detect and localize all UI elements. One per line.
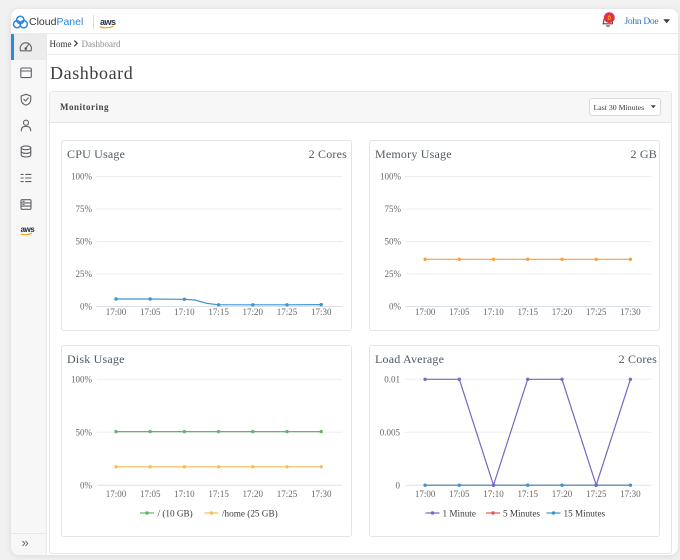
svg-text:17:25: 17:25: [277, 489, 298, 499]
svg-text:17:25: 17:25: [586, 489, 607, 499]
svg-text:25%: 25%: [385, 269, 402, 279]
svg-text:0%: 0%: [389, 302, 402, 312]
svg-text:17:05: 17:05: [449, 307, 470, 317]
svg-text:17:00: 17:00: [415, 489, 436, 499]
svg-text:100%: 100%: [71, 375, 93, 385]
svg-text:17:00: 17:00: [415, 307, 436, 317]
svg-text:15 Minutes: 15 Minutes: [564, 508, 606, 518]
svg-text:75%: 75%: [76, 204, 93, 214]
svg-text:17:30: 17:30: [620, 307, 641, 317]
svg-text:17:05: 17:05: [140, 307, 161, 317]
svg-text:5 Minutes: 5 Minutes: [503, 508, 540, 518]
svg-text:17:30: 17:30: [311, 489, 332, 499]
svg-text:50%: 50%: [385, 237, 402, 247]
svg-text:17:20: 17:20: [243, 489, 264, 499]
svg-text:0.005: 0.005: [380, 427, 401, 437]
svg-text:17:00: 17:00: [106, 489, 127, 499]
svg-text:0%: 0%: [80, 302, 93, 312]
svg-text:17:10: 17:10: [483, 489, 504, 499]
svg-text:17:05: 17:05: [140, 489, 161, 499]
svg-text:aws: aws: [21, 225, 36, 234]
svg-text:75%: 75%: [385, 204, 402, 214]
svg-text:17:00: 17:00: [106, 307, 127, 317]
svg-text:100%: 100%: [71, 172, 93, 182]
svg-text:17:15: 17:15: [208, 489, 229, 499]
svg-text:17:10: 17:10: [174, 307, 195, 317]
svg-text:17:10: 17:10: [483, 307, 504, 317]
svg-text:/ (10 GB): / (10 GB): [158, 508, 193, 518]
svg-text:17:30: 17:30: [620, 489, 641, 499]
svg-text:17:15: 17:15: [517, 489, 538, 499]
svg-text:17:25: 17:25: [277, 307, 298, 317]
svg-text:17:20: 17:20: [552, 307, 573, 317]
svg-text:25%: 25%: [76, 269, 93, 279]
svg-text:0: 0: [396, 480, 401, 490]
svg-text:50%: 50%: [76, 427, 93, 437]
svg-text:50%: 50%: [76, 237, 93, 247]
svg-text:aws: aws: [100, 17, 116, 27]
svg-text:17:05: 17:05: [449, 489, 470, 499]
svg-text:100%: 100%: [380, 172, 402, 182]
svg-text:0: 0: [607, 15, 611, 22]
svg-text:17:25: 17:25: [586, 307, 607, 317]
svg-text:17:20: 17:20: [243, 307, 264, 317]
svg-text:17:20: 17:20: [552, 489, 573, 499]
svg-text:1 Minute: 1 Minute: [443, 508, 476, 518]
svg-text:0%: 0%: [80, 480, 93, 490]
svg-text:17:15: 17:15: [208, 307, 229, 317]
svg-text:0.01: 0.01: [384, 375, 400, 385]
svg-text:17:10: 17:10: [174, 489, 195, 499]
svg-text:/home (25 GB): /home (25 GB): [222, 508, 278, 518]
svg-text:17:15: 17:15: [517, 307, 538, 317]
svg-text:17:30: 17:30: [311, 307, 332, 317]
